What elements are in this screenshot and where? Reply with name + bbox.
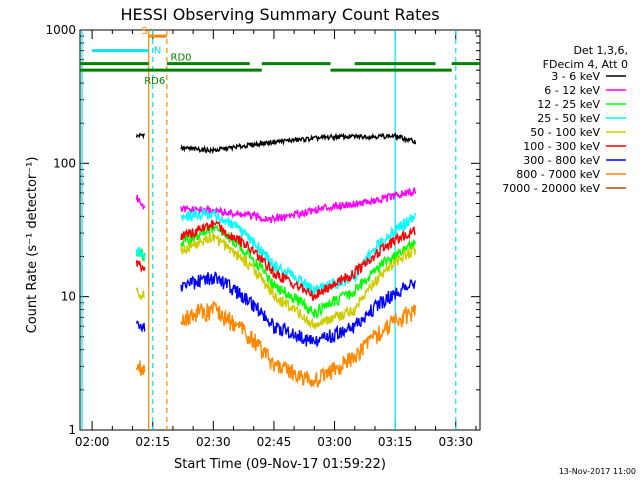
series-line: [180, 132, 417, 155]
series-line: [135, 287, 145, 302]
legend-entry-label: 100 - 300 keV: [523, 140, 600, 153]
legend-entry-label: 3 - 6 keV: [551, 70, 600, 83]
legend-entry-label: 6 - 12 keV: [544, 84, 600, 97]
series-line: [180, 187, 417, 224]
y-tick-label: 10: [61, 290, 76, 304]
legend-entry-label: 12 - 25 keV: [537, 98, 600, 111]
legend-header-line-2: FDecim 4, Att 0: [543, 58, 628, 71]
plot-frame: [79, 29, 481, 431]
series-line: [135, 320, 146, 333]
footer-timestamp: 13-Nov-2017 11:00: [559, 467, 636, 476]
y-tick-label: 1000: [45, 23, 76, 37]
legend-entry-label: 50 - 100 keV: [530, 126, 600, 139]
flag-label: RD6: [144, 76, 165, 87]
series-line: [180, 300, 417, 388]
flag-label: S: [141, 26, 147, 37]
flag-label: RD0: [171, 53, 192, 64]
x-tick-label: 03:15: [378, 435, 413, 449]
series-line: [180, 233, 417, 330]
x-tick-label: 02:00: [75, 435, 110, 449]
series-line: [180, 219, 416, 302]
y-tick-label: 100: [53, 156, 76, 170]
series-line: [135, 360, 146, 376]
x-tick-label: 02:45: [257, 435, 292, 449]
y-tick-label: 1: [68, 423, 76, 437]
x-tick-label: 03:30: [438, 435, 473, 449]
series-line: [180, 271, 417, 348]
series-line: [135, 133, 145, 140]
legend-entry-label: 300 - 800 keV: [523, 154, 600, 167]
legend-entry-label: 25 - 50 keV: [537, 112, 600, 125]
series-line: [135, 194, 146, 211]
x-tick-label: 02:30: [196, 435, 231, 449]
x-axis-label: Start Time (09-Nov-17 01:59:22): [174, 457, 386, 472]
series-line: [135, 246, 146, 260]
legend-header-line-1: Det 1,3,6,: [573, 44, 628, 57]
flag-label: N: [154, 46, 161, 57]
legend-entry-label: 800 - 7000 keV: [516, 168, 600, 181]
legend-entry-label: 7000 - 20000 keV: [502, 182, 600, 195]
x-tick-label: 03:00: [317, 435, 352, 449]
x-tick-label: 02:15: [135, 435, 170, 449]
chart-title: HESSI Observing Summary Count Rates: [120, 5, 439, 24]
series-line: [135, 260, 146, 274]
y-axis-label: Count Rate (s⁻¹ detector⁻¹): [25, 157, 40, 334]
